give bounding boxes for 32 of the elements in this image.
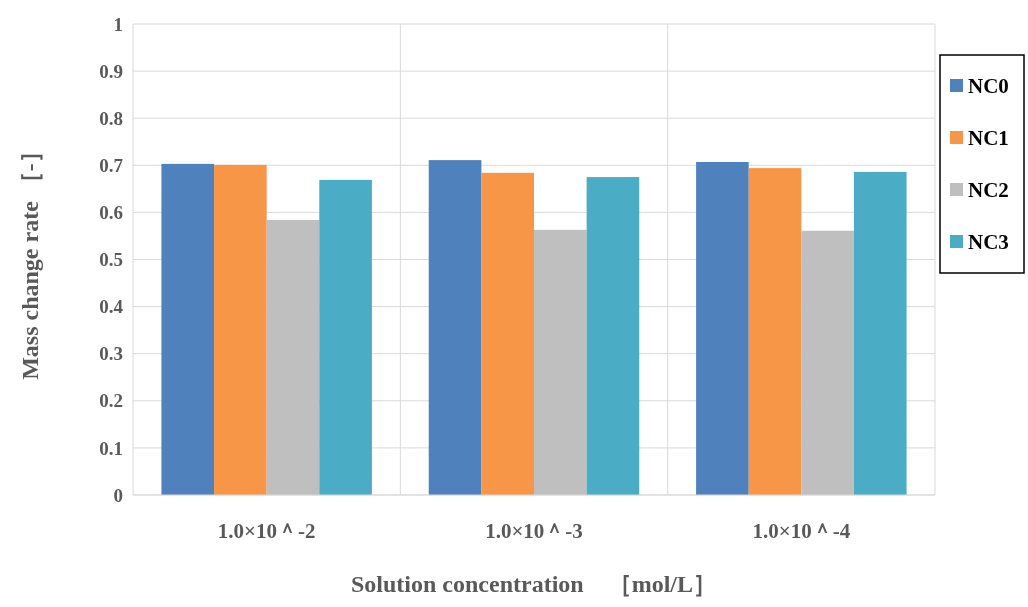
legend-label: NC3 xyxy=(968,230,1009,255)
y-tick-label: 0.8 xyxy=(99,107,123,129)
x-tick-label: 1.0×10＾-4 xyxy=(752,519,851,544)
y-tick-label: 0.4 xyxy=(99,296,124,318)
x-tick-label: 1.0×10＾-2 xyxy=(217,519,316,544)
y-axis-title: Mass change rate ［-］ xyxy=(17,139,43,380)
y-tick-label: 0.2 xyxy=(99,390,123,412)
x-axis-title: Solution concentration ［mol/L］ xyxy=(350,571,718,597)
bar xyxy=(214,164,267,495)
y-tick-label: 1 xyxy=(113,13,123,35)
y-tick-label: 0.3 xyxy=(99,343,123,365)
bar xyxy=(161,163,215,495)
bar xyxy=(481,172,534,495)
bar xyxy=(266,219,320,495)
bar xyxy=(428,160,482,495)
y-tick-label: 0 xyxy=(113,484,123,506)
bar xyxy=(748,168,802,495)
x-tick-label: 1.0×10＾-3 xyxy=(485,519,583,544)
bar xyxy=(696,162,749,495)
bar xyxy=(586,177,640,495)
legend-label: NC1 xyxy=(968,126,1009,151)
bar xyxy=(853,171,907,495)
legend-label: NC0 xyxy=(968,74,1009,99)
legend-label: NC2 xyxy=(968,178,1009,203)
y-tick-label: 0.5 xyxy=(99,249,123,271)
y-tick-label: 0.1 xyxy=(99,437,123,459)
bar xyxy=(534,229,587,495)
y-tick-label: 0.9 xyxy=(99,60,123,82)
y-tick-label: 0.6 xyxy=(99,202,123,224)
y-tick-label: 0.7 xyxy=(99,154,124,176)
bar xyxy=(801,230,854,495)
bar xyxy=(319,179,372,495)
